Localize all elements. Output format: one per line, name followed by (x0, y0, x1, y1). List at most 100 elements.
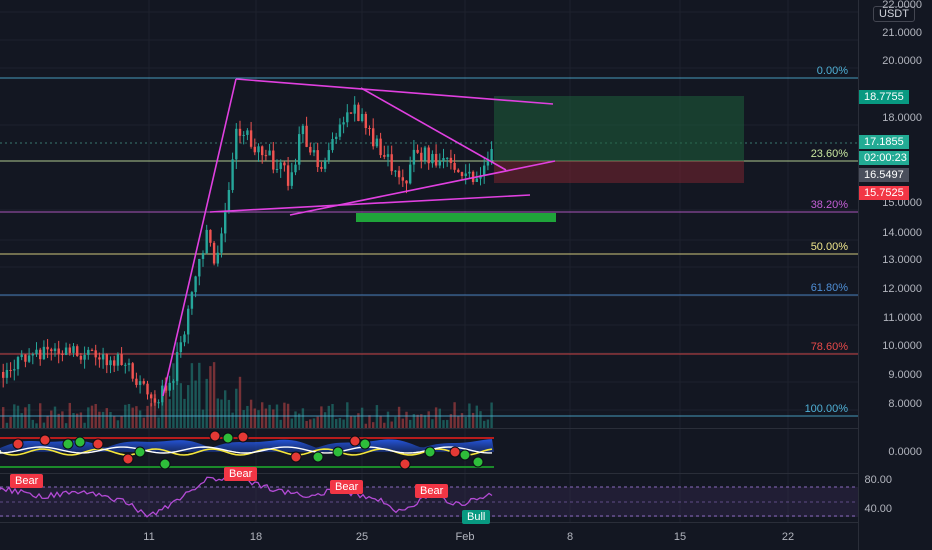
candle (264, 155, 268, 157)
candle (434, 153, 438, 166)
candle (98, 357, 101, 360)
volume-bar (375, 405, 379, 428)
candle (209, 229, 212, 243)
candle (120, 354, 123, 366)
volume-bar (53, 406, 57, 428)
candle (79, 355, 83, 360)
volume-bar (349, 416, 353, 428)
candle (116, 354, 120, 366)
candle (50, 349, 53, 352)
volume-bar (138, 410, 142, 428)
candle (261, 146, 264, 156)
candle (316, 150, 319, 168)
grid-lines (0, 0, 858, 522)
candle (431, 153, 434, 164)
volume-bar (305, 420, 308, 428)
volume-bar (412, 414, 416, 428)
volume-bar (64, 423, 68, 428)
volume-bar (190, 363, 194, 428)
candle (438, 161, 441, 166)
volume-bar (187, 385, 190, 428)
volume-bar (242, 410, 245, 428)
candle (31, 354, 34, 356)
price-axis-label: 12.0000 (882, 283, 922, 295)
candle (475, 178, 478, 183)
candle (298, 134, 301, 165)
candle (272, 150, 275, 170)
volume-bar (175, 362, 179, 428)
volume-bar (353, 416, 356, 428)
candle (53, 348, 57, 352)
candle (342, 122, 345, 125)
candle (157, 402, 160, 404)
candle (42, 346, 46, 360)
price-axis-label: 18.0000 (882, 112, 922, 124)
candle (105, 354, 108, 366)
candle (375, 138, 379, 147)
candle (468, 171, 471, 174)
volume-bar (420, 414, 423, 428)
volume-bar (194, 380, 197, 428)
volume-bar (2, 407, 5, 428)
time-axis-label: 25 (355, 531, 369, 543)
candle (142, 381, 145, 384)
volume-bar (442, 420, 445, 428)
volume-bar (168, 399, 171, 428)
candle (331, 139, 334, 151)
candle (68, 347, 71, 353)
last-price-tag: 17.1855 (859, 135, 909, 149)
volume-bar (135, 406, 138, 428)
currency-button[interactable]: USDT (873, 6, 915, 22)
volume-bar (346, 402, 349, 428)
candle (368, 127, 371, 129)
volume-bars (2, 362, 493, 428)
price-axis-border (858, 0, 859, 550)
candle (364, 113, 367, 128)
candle (146, 383, 149, 395)
volume-bar (164, 377, 168, 428)
rsi-bear-label: Bear (224, 467, 258, 481)
candle (312, 150, 316, 153)
osc-axis-label: 0.0000 (888, 446, 922, 458)
candle (168, 382, 171, 391)
candle (460, 172, 464, 177)
signal-dot (222, 432, 234, 444)
volume-bar (83, 422, 86, 428)
price-chart[interactable] (0, 0, 858, 550)
volume-bar (20, 413, 23, 428)
candle (161, 385, 164, 403)
pane-separator (0, 522, 858, 523)
volume-bar (434, 407, 438, 428)
volume-bar (61, 411, 64, 428)
price-axis-label: 21.0000 (882, 27, 922, 39)
candle (305, 125, 308, 147)
candle (205, 229, 208, 254)
volume-bar (5, 422, 9, 428)
upper-wedge-line (360, 87, 507, 171)
volume-bar (405, 411, 408, 428)
price-axis-label: 8.0000 (888, 398, 922, 410)
price-axis-label: 10.0000 (882, 340, 922, 352)
pane-separator (0, 428, 858, 429)
volume-bar (231, 412, 234, 428)
candle (227, 190, 231, 213)
candle (150, 394, 153, 399)
candle (401, 177, 404, 181)
fib-label: 50.00% (810, 241, 848, 253)
volume-bar (42, 422, 46, 428)
candle (87, 349, 90, 355)
candle (457, 169, 460, 173)
time-axis-label: 11 (143, 531, 155, 543)
volume-bar (479, 411, 482, 428)
volume-bar (109, 411, 112, 428)
volume-bar (157, 417, 160, 428)
volume-bar (342, 419, 345, 428)
volume-bar (301, 408, 305, 428)
price-axis-label: 11.0000 (883, 312, 922, 324)
candle (187, 308, 190, 335)
stop-price-tag: 15.7525 (859, 186, 909, 200)
fib-label: 78.60% (810, 341, 848, 353)
volume-bar (446, 419, 449, 428)
volume-bar (57, 413, 60, 428)
candle (275, 168, 279, 170)
